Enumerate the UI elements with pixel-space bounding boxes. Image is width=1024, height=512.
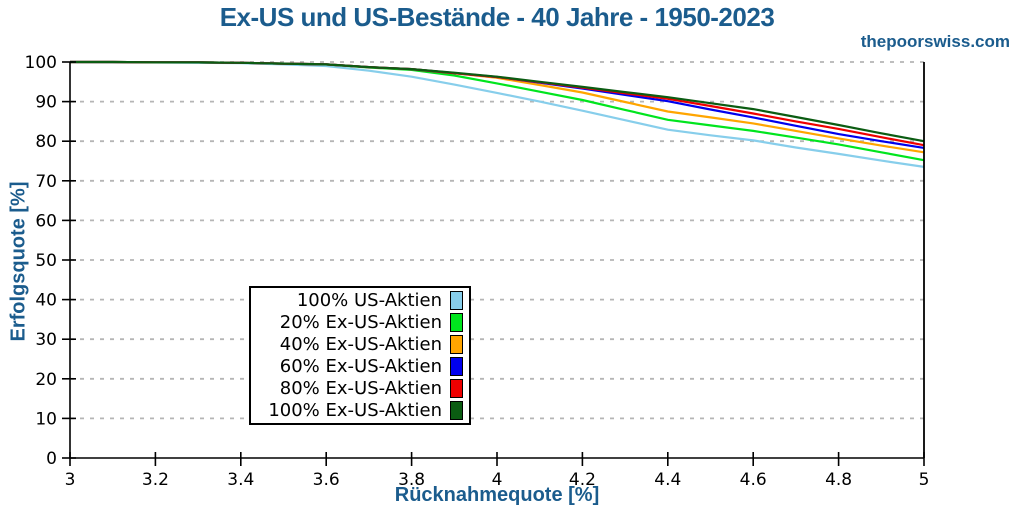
legend-label: 60% Ex-US-Aktien	[279, 355, 442, 377]
legend-item-2: 40% Ex-US-Aktien	[253, 334, 463, 356]
x-tick-label: 3.2	[142, 470, 169, 490]
legend-item-5: 100% Ex-US-Aktien	[253, 400, 463, 422]
legend-label: 100% US-Aktien	[296, 289, 442, 311]
legend-item-3: 60% Ex-US-Aktien	[253, 356, 463, 378]
legend-swatch-icon	[450, 313, 463, 332]
series-line-2	[70, 60, 925, 154]
x-tick-label: 4.4	[654, 470, 681, 490]
legend-swatch-icon	[450, 401, 463, 420]
series-line-4	[70, 60, 925, 147]
chart-title: Ex-US und US-Bestände - 40 Jahre - 1950-…	[219, 2, 775, 32]
y-tick-label: 10	[35, 409, 57, 429]
y-tick-label: 80	[35, 132, 57, 152]
y-tick-label: 30	[35, 330, 57, 350]
x-tick-label: 4.6	[740, 470, 767, 490]
x-tick-label: 4.8	[825, 470, 852, 490]
x-tick-label: 5	[919, 470, 930, 490]
x-tick-label: 3.8	[398, 470, 425, 490]
y-tick-label: 20	[35, 370, 57, 390]
x-tick-label: 4	[492, 470, 503, 490]
y-tick-label: 40	[35, 291, 57, 311]
y-tick-label: 70	[35, 172, 57, 192]
x-tick-label: 4.2	[569, 470, 596, 490]
legend-label: 20% Ex-US-Aktien	[279, 311, 442, 333]
y-tick-label: 50	[35, 251, 57, 271]
legend-swatch-icon	[450, 357, 463, 376]
y-tick-label: 0	[46, 449, 57, 469]
watermark-text: thepoorswiss.com	[860, 32, 1010, 51]
legend-item-0: 100% US-Aktien	[253, 290, 463, 312]
x-tick-label: 3.4	[227, 470, 254, 490]
series-line-5	[70, 60, 925, 143]
legend-item-1: 20% Ex-US-Aktien	[253, 312, 463, 334]
legend-label: 80% Ex-US-Aktien	[279, 377, 442, 399]
x-axis-label: Rücknahmequote [%]	[394, 484, 600, 506]
legend: 100% US-Aktien 20% Ex-US-Aktien 40% Ex-US-…	[249, 286, 471, 425]
y-tick-label: 100	[25, 53, 57, 73]
legend-item-4: 80% Ex-US-Aktien	[253, 378, 463, 400]
legend-label: 100% Ex-US-Aktien	[268, 399, 442, 421]
x-tick-label: 3	[65, 470, 76, 490]
y-tick-label: 60	[35, 211, 57, 231]
legend-label: 40% Ex-US-Aktien	[279, 333, 442, 355]
legend-swatch-icon	[450, 335, 463, 354]
legend-swatch-icon	[450, 379, 463, 398]
legend-swatch-icon	[450, 291, 463, 310]
x-tick-label: 3.6	[313, 470, 340, 490]
series-line-3	[70, 60, 925, 149]
y-tick-label: 90	[35, 93, 57, 113]
